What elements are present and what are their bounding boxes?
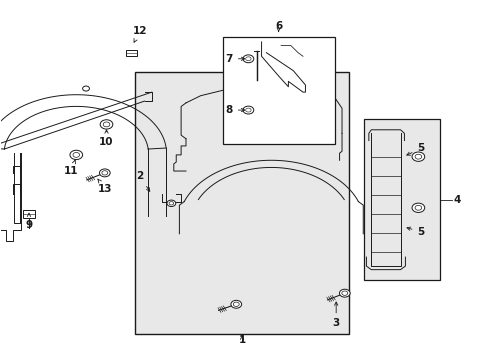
- Text: 2: 2: [136, 171, 149, 191]
- Text: 6: 6: [274, 21, 282, 31]
- Circle shape: [243, 55, 253, 63]
- Text: 3: 3: [332, 302, 339, 328]
- Bar: [126, 50, 137, 55]
- Text: 5: 5: [406, 227, 424, 237]
- Circle shape: [411, 203, 424, 212]
- Text: 4: 4: [452, 195, 460, 205]
- Circle shape: [230, 300, 241, 308]
- Bar: [222, 37, 334, 144]
- Circle shape: [339, 289, 349, 297]
- Text: 5: 5: [406, 143, 424, 155]
- Text: 9: 9: [25, 213, 33, 230]
- Text: 12: 12: [132, 26, 146, 42]
- Bar: [22, 211, 35, 218]
- Bar: [135, 72, 348, 334]
- Text: 10: 10: [99, 130, 114, 147]
- Text: 1: 1: [238, 334, 245, 345]
- Bar: [363, 119, 439, 280]
- Circle shape: [411, 152, 424, 161]
- Circle shape: [243, 106, 253, 114]
- Circle shape: [100, 120, 113, 129]
- Circle shape: [99, 169, 110, 177]
- Circle shape: [166, 200, 175, 207]
- Text: 7: 7: [225, 54, 244, 64]
- Text: 8: 8: [225, 105, 244, 115]
- Text: 13: 13: [98, 179, 113, 194]
- Circle shape: [70, 150, 82, 159]
- Text: 11: 11: [64, 160, 79, 176]
